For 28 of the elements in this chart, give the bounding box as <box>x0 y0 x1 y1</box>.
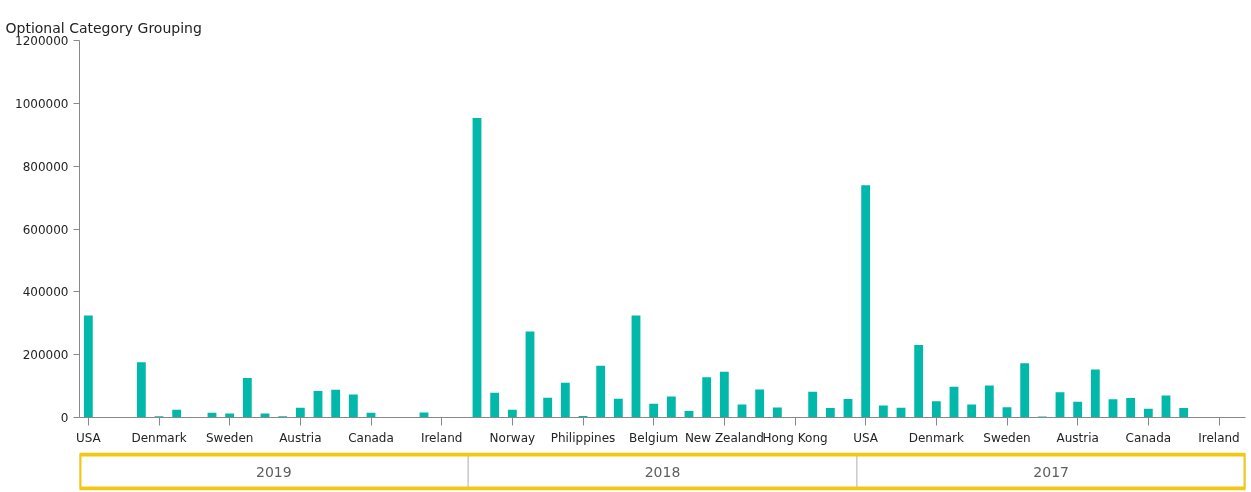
x-tick-label: Austria <box>1056 430 1099 445</box>
x-tick-label: Belgium <box>629 430 679 445</box>
y-tick-label: 600000 <box>22 222 69 237</box>
x-tick-label: Austria <box>279 430 322 445</box>
x-tick-label: Philippines <box>550 430 616 445</box>
x-tick-label: USA <box>75 430 102 445</box>
x-tick-label: Norway <box>489 430 536 445</box>
x-tick-label: New Zealand <box>684 430 764 445</box>
x-tick-label: Sweden <box>983 430 1031 445</box>
x-tick-label: Canada <box>1125 430 1172 445</box>
x-tick-label: Sweden <box>205 430 254 445</box>
x-tick-label: Hong Kong <box>762 430 828 445</box>
x-tick-label: Canada <box>348 430 394 445</box>
y-tick-label: 200000 <box>22 348 69 363</box>
x-tick-label: Ireland <box>1198 430 1240 445</box>
x-tick-label: Denmark <box>131 430 187 445</box>
chart-title: Optional Category Grouping <box>5 19 202 36</box>
y-tick-label: 0 <box>60 411 69 425</box>
text: 2017 <box>1033 463 1069 480</box>
x-tick-label: Denmark <box>908 430 964 445</box>
x-tick-label: USA <box>853 430 879 445</box>
y-tick-label: 400000 <box>22 285 69 300</box>
text: 2018 <box>644 463 681 480</box>
y-tick-label: 1200000 <box>15 34 69 48</box>
y-tick-label: 1000000 <box>15 96 69 111</box>
y-tick-label: 800000 <box>22 159 69 174</box>
text: 2019 <box>256 463 292 480</box>
x-tick-label: Ireland <box>420 430 463 445</box>
